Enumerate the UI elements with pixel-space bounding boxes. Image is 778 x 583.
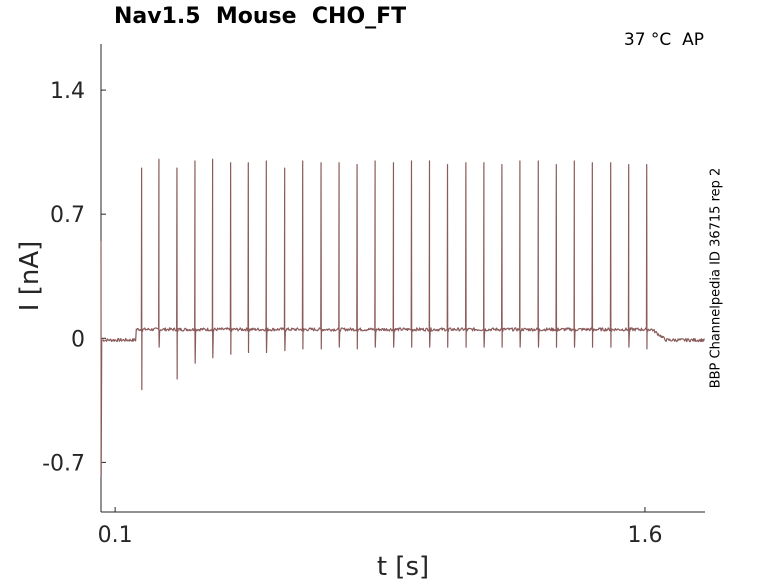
y-axis-label: I [nA] [15, 241, 45, 311]
current-trace-line [100, 158, 705, 478]
x-tick-label: 0.1 [98, 523, 133, 548]
y-tick-label: 0 [71, 327, 85, 352]
y-tick-label: 0.7 [50, 203, 85, 228]
tick-labels: 1.4 0.7 0 -0.7 0.1 1.6 [42, 79, 662, 548]
x-axis-label: t [s] [377, 552, 429, 582]
chart-title: Nav1.5 Mouse CHO_FT [114, 4, 407, 29]
y-tick-label: 1.4 [50, 79, 85, 104]
y-tick-label: -0.7 [42, 451, 85, 476]
x-tick-label: 1.6 [627, 523, 662, 548]
condition-label: 37 °C AP [623, 30, 704, 50]
axes [100, 44, 705, 513]
